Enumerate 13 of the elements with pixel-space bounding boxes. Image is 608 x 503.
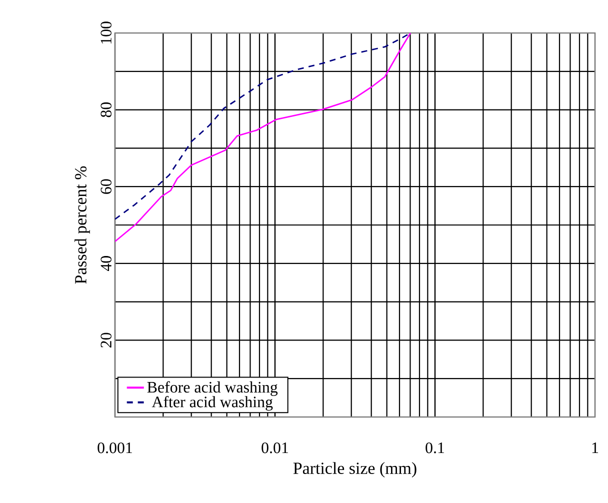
y-tick-label: 100 <box>100 22 112 44</box>
y-tick-label: 40 <box>100 256 112 272</box>
y-axis-title: Passed percent % <box>74 166 90 284</box>
x-tick-label: 0.01 <box>262 442 288 454</box>
legend-label: Before acid washing <box>147 381 278 396</box>
y-tick-label: 20 <box>100 332 112 348</box>
legend-label: After acid washing <box>152 396 273 411</box>
y-tick-label: 80 <box>100 102 112 118</box>
y-tick-label: 60 <box>100 179 112 194</box>
x-tick-label: 1 <box>592 442 598 453</box>
x-tick-label: 0.1 <box>426 442 444 454</box>
x-tick-label: 0.001 <box>98 442 132 454</box>
x-axis-title: Particle size (mm) <box>293 462 416 478</box>
